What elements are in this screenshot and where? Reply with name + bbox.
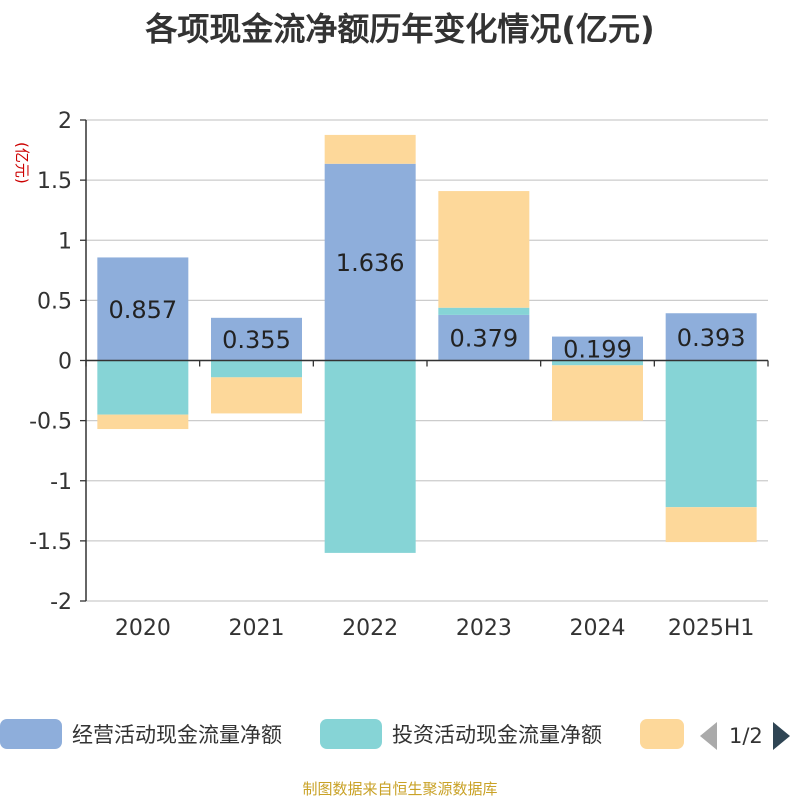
y-tick-label: -2 [50,590,72,615]
bar-investing [552,360,643,366]
y-tick-label: 1 [58,229,72,254]
y-tick-label: 2 [58,109,72,134]
bar-operating [97,257,189,361]
bar-financing [438,191,530,308]
y-tick-label: -0.5 [29,410,72,435]
data-label: 0.379 [449,325,518,353]
x-tick-label: 2021 [229,616,285,641]
grid-lines [86,119,768,602]
data-label: 1.636 [336,249,405,277]
legend-item-investing[interactable]: 投资活动现金流量净额 [320,716,602,752]
pager-next-icon[interactable] [772,722,790,750]
bar-operating [552,336,643,361]
legend-item-operating[interactable]: 经营活动现金流量净额 [0,716,282,752]
bars [97,134,757,553]
legend-swatch-investing [320,719,382,749]
y-tick-label: 0.5 [37,289,72,314]
bar-investing [438,307,530,315]
bar-financing [552,365,643,421]
legend-item-financing[interactable] [640,716,694,752]
x-tick-label: 2024 [570,616,626,641]
data-label: 0.355 [222,326,291,354]
y-tick-label: 1.5 [37,169,72,194]
data-label: 0.199 [563,336,632,364]
x-tick-label: 2022 [342,616,398,641]
bar-operating [211,317,302,361]
bar-financing [211,377,302,414]
pager-prev-icon[interactable] [700,722,717,750]
pager-indicator: 1/2 [729,724,763,748]
data-labels: 0.857 0.355 1.636 0.379 0.199 0.393 [108,249,745,363]
bar-financing [324,134,416,164]
legend-label-operating: 经营活动现金流量净额 [72,723,282,747]
legend-pager: 1/2 [700,718,790,754]
x-tick-label: 2023 [456,616,512,641]
bar-investing [211,360,302,378]
legend: 经营活动现金流量净额 投资活动现金流量净额 1/2 [0,716,800,756]
y-tick-label: 0 [58,350,72,375]
legend-label-investing: 投资活动现金流量净额 [392,723,602,747]
y-tick-label: -1.5 [29,530,72,555]
legend-swatch-operating [0,719,62,749]
y-axis-label: (亿元) [13,142,31,184]
bar-investing [97,360,189,415]
x-tick-label: 2020 [115,616,171,641]
data-source-note: 制图数据来自恒生聚源数据库 [302,780,498,798]
data-label: 0.857 [108,296,177,324]
data-label: 0.393 [677,324,746,352]
y-tick-label: -1 [50,470,72,495]
chart-title: 各项现金流净额历年变化情况(亿元) [145,10,655,48]
bar-operating [324,163,416,361]
bar-investing [324,360,416,553]
chart-canvas: 2 1.5 1 0.5 0 -0.5 -1 -1.5 -2 2020 2021 2022 2023 202… [13,109,769,641]
bar-financing [97,414,189,430]
bar-operating [665,313,757,361]
axes: 2 1.5 1 0.5 0 -0.5 -1 -1.5 -2 2020 2021 2022 2023 202… [29,109,769,641]
legend-swatch-financing [640,719,684,749]
bar-financing [665,507,757,543]
bar-investing [665,360,757,508]
x-tick-label: 2025H1 [668,616,755,641]
bar-operating [438,314,530,361]
